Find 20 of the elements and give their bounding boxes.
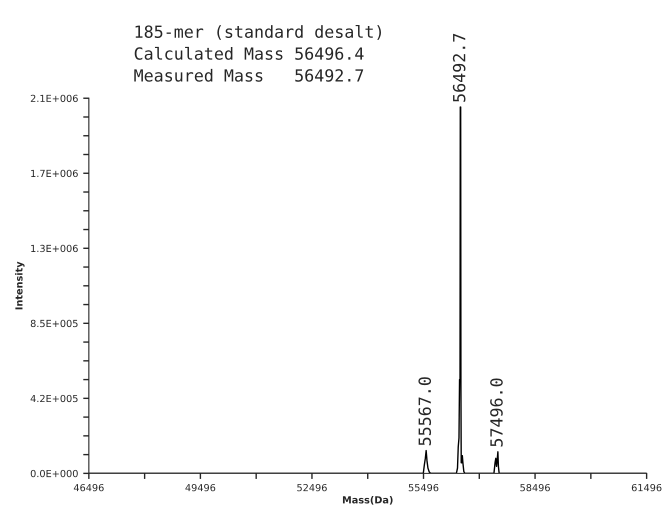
y-tick-label: 0.0E+000 — [30, 470, 78, 478]
y-tick-label: 4.2E+005 — [30, 394, 78, 402]
x-tick-label: 55496 — [408, 484, 438, 492]
x-tick-label: 52496 — [297, 484, 327, 492]
annotation: 55567.0 — [418, 377, 432, 446]
x-tick-label: 61496 — [632, 484, 662, 492]
annotation: 57496.0 — [490, 378, 503, 446]
y-tick-label: 8.5E+005 — [30, 320, 78, 328]
y-tick-label: 1.3E+006 — [31, 244, 78, 252]
x-tick-label: 49496 — [185, 484, 216, 492]
text: 185-mer (standard desalt) — [136, 24, 381, 40]
y-axis-title: Intensity — [15, 262, 25, 310]
x-tick-label: 58496 — [520, 484, 550, 492]
x-axis-title: Mass(Da) — [342, 496, 393, 505]
annotation: 56492.7 — [452, 34, 466, 102]
y-tick-label: 2.1E+006 — [30, 94, 78, 102]
text: Measured Mass 56492.7 — [134, 68, 364, 82]
x-tick-label: 46496 — [74, 484, 104, 492]
y-tick-label: 1.7E+006 — [31, 170, 78, 178]
text: Calculated Mass 56496.4 — [134, 46, 364, 60]
